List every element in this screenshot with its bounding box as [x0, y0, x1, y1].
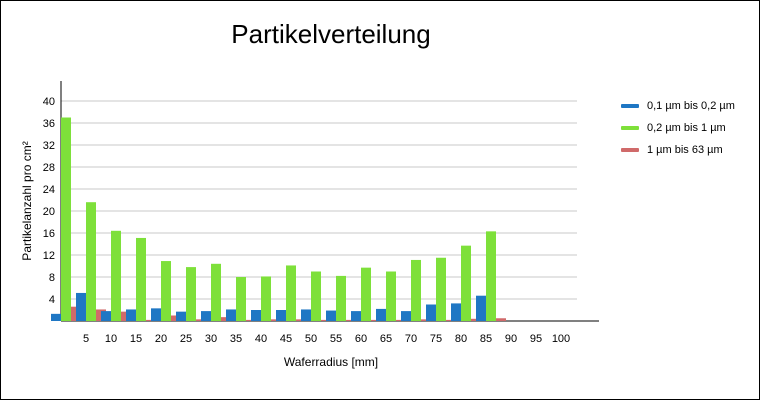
bar [436, 257, 446, 321]
bar [126, 309, 136, 321]
bar [86, 202, 96, 321]
x-tick-label: 60 [355, 333, 367, 345]
x-tick-label: 45 [280, 333, 292, 345]
bar [451, 303, 461, 321]
legend-item: 0,1 µm bis 0,2 µm [621, 95, 735, 117]
y-tick-label: 16 [43, 228, 55, 240]
bar [476, 295, 486, 321]
bar [161, 261, 171, 321]
bar [61, 117, 71, 321]
legend-item: 0,2 µm bis 1 µm [621, 117, 735, 139]
x-tick-label: 90 [505, 333, 517, 345]
y-tick-label: 32 [43, 140, 55, 152]
x-tick-label: 80 [455, 333, 467, 345]
bar [251, 310, 261, 321]
bar [286, 265, 296, 321]
bar [336, 275, 346, 321]
bar [401, 311, 411, 321]
bar [461, 245, 471, 321]
y-tick-label: 24 [43, 184, 55, 196]
x-tick-label: 25 [180, 333, 192, 345]
bar [486, 231, 496, 321]
legend-label: 0,2 µm bis 1 µm [647, 122, 726, 134]
bar [201, 311, 211, 321]
bar [101, 311, 111, 321]
legend-swatch-series-1 [621, 104, 639, 108]
x-tick-label: 65 [380, 333, 392, 345]
bar [186, 267, 196, 321]
x-tick-label: 10 [105, 333, 117, 345]
x-tick-label: 70 [405, 333, 417, 345]
bar [386, 271, 396, 321]
bar [351, 311, 361, 321]
x-tick-label: 75 [430, 333, 442, 345]
x-tick-label: 55 [330, 333, 342, 345]
bar [311, 271, 321, 321]
y-tick-label: 12 [43, 250, 55, 262]
bar [261, 276, 271, 321]
x-tick-label: 15 [130, 333, 142, 345]
bar [496, 318, 506, 321]
legend-swatch-series-3 [621, 148, 639, 152]
y-tick-label: 8 [49, 272, 55, 284]
bar [276, 310, 286, 321]
bar [211, 263, 221, 321]
bar [226, 309, 236, 321]
y-tick-label: 4 [49, 294, 55, 306]
bar [326, 310, 336, 321]
bar [301, 309, 311, 321]
bar [361, 267, 371, 321]
legend-swatch-series-2 [621, 126, 639, 130]
y-tick-label: 36 [43, 118, 55, 130]
x-axis-title: Waferradius [mm] [284, 355, 378, 369]
y-tick-label: 40 [43, 96, 55, 108]
bar [151, 308, 161, 321]
x-tick-label: 35 [230, 333, 242, 345]
x-tick-label: 30 [205, 333, 217, 345]
legend-label: 1 µm bis 63 µm [647, 144, 723, 156]
y-axis-title: Partikelanzahl pro cm² [20, 141, 34, 260]
x-tick-label: 40 [255, 333, 267, 345]
x-tick-label: 95 [530, 333, 542, 345]
x-tick-label: 20 [155, 333, 167, 345]
y-tick-label: 20 [43, 206, 55, 218]
y-tick-label: 28 [43, 162, 55, 174]
bar [411, 259, 421, 321]
bar [426, 304, 436, 321]
legend: 0,1 µm bis 0,2 µm 0,2 µm bis 1 µm 1 µm b… [621, 95, 735, 161]
x-tick-label: 5 [83, 333, 89, 345]
bar [376, 308, 386, 321]
chart-title: Partikelverteilung [231, 19, 431, 49]
legend-label: 0,1 µm bis 0,2 µm [647, 100, 735, 112]
bar [51, 313, 61, 321]
x-tick-label: 85 [480, 333, 492, 345]
bar [176, 311, 186, 321]
bar [136, 237, 146, 321]
bar [236, 277, 246, 321]
bar [76, 292, 86, 321]
bar [111, 230, 121, 321]
x-tick-label: 100 [552, 333, 570, 345]
legend-item: 1 µm bis 63 µm [621, 139, 735, 161]
x-tick-label: 50 [305, 333, 317, 345]
